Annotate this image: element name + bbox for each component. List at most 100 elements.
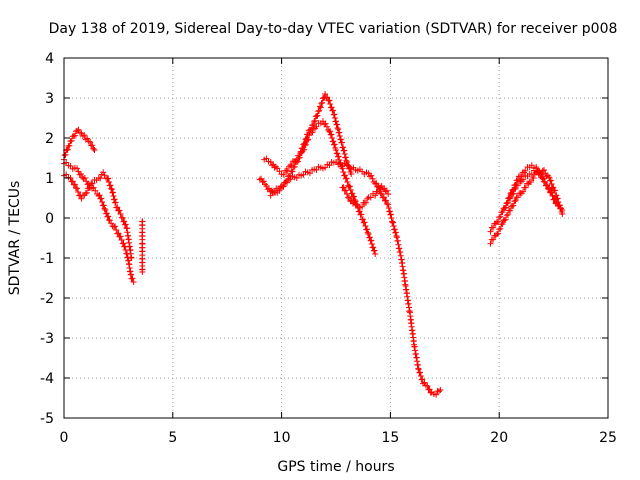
data-point [130,279,137,285]
data-point [368,241,375,247]
data-point [506,194,513,201]
data-point [518,173,525,180]
data-point [113,227,120,233]
data-point [541,179,548,185]
data-point [553,192,560,199]
data-point [546,174,553,181]
data-point [271,164,278,171]
x-tick-label: 15 [381,430,399,446]
data-point [306,170,313,177]
y-tick-label: 0 [45,211,54,227]
data-point [417,369,424,376]
data-point [331,115,338,121]
data-point [74,165,81,172]
data-point [83,189,90,196]
data-point [504,211,511,218]
x-tick-label: 20 [490,430,508,446]
data-point [554,195,561,202]
data-point [81,132,88,139]
data-point [316,107,323,114]
chart-title: Day 138 of 2019, Sidereal Day-to-day VTE… [49,21,618,37]
data-point [334,125,341,131]
data-point [330,138,337,145]
data-point [372,192,379,199]
data-point [510,202,517,209]
data-point [106,217,113,224]
data-point [78,171,84,177]
data-point [522,167,529,174]
data-point [436,388,442,395]
data-point [548,181,555,187]
data-point [547,177,554,184]
data-point [548,189,555,196]
data-point [313,167,320,173]
data-point [328,104,335,111]
data-point [288,162,295,169]
data-point [302,141,309,148]
data-point [119,215,126,221]
data-point [366,234,373,241]
data-point [322,164,329,171]
data-point [280,183,287,190]
data-point [361,219,368,226]
data-point [121,218,128,225]
data-point [487,228,494,235]
data-point [374,188,381,195]
y-tick-label: -3 [40,331,54,347]
data-point [322,120,329,127]
data-point [98,195,105,202]
data-point [385,191,392,197]
data-point [392,229,399,236]
data-point [284,179,290,186]
data-point [293,175,300,181]
data-point [96,192,103,199]
data-point [368,237,375,244]
data-point [369,175,376,182]
data-point [551,196,558,203]
data-point [105,213,112,220]
data-point [495,218,502,225]
data-point [328,131,335,138]
data-point [129,275,136,282]
x-tick-label: 0 [60,430,69,446]
data-point [68,137,75,144]
data-point [390,219,397,226]
data-point [553,199,560,206]
data-point [368,172,375,179]
data-point [74,185,81,192]
data-point [79,133,86,140]
data-point [103,210,110,217]
data-point [497,213,504,220]
data-point [541,167,547,173]
data-point [363,199,369,206]
y-axis-label: SDTVAR / TECUs [7,181,23,296]
data-point [116,207,123,214]
data-point [71,132,78,139]
data-point [522,184,529,191]
data-point [336,157,343,163]
x-tick-label: 25 [599,430,617,446]
data-point [330,107,337,114]
data-point [336,133,343,139]
data-point [102,207,109,213]
data-point [284,167,291,174]
data-point [365,231,372,237]
data-point [426,386,433,393]
data-point [415,366,422,373]
data-point [87,139,94,145]
y-tick-label: 3 [45,91,54,107]
data-point [139,269,146,275]
data-point [364,226,370,233]
data-point [380,194,387,201]
data-point [359,203,366,210]
data-point [417,373,424,379]
data-point [340,169,347,175]
data-point [120,240,127,247]
data-point [89,142,96,149]
data-point [514,194,521,201]
data-point [346,183,353,190]
data-point [383,187,390,194]
data-point [437,387,444,393]
data-point [97,175,104,182]
